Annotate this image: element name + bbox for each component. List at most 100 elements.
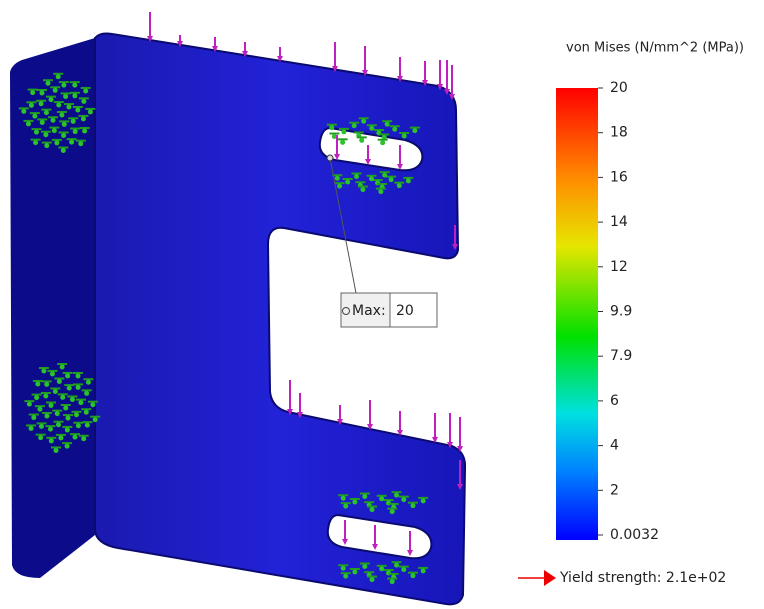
fixture-glyph <box>50 371 55 376</box>
fixture-glyph <box>56 422 61 427</box>
fixture-glyph <box>65 427 70 432</box>
fixture-glyph <box>401 497 406 502</box>
fixture-glyph <box>401 567 406 572</box>
fixture-glyph <box>352 500 357 505</box>
fixture-glyph <box>90 402 95 407</box>
simulation-view: Max: 20 von Mises (N/mm^2 (MPa)) 2018161… <box>0 0 764 609</box>
fixture-glyph <box>56 103 61 108</box>
fixture-glyph <box>51 118 56 123</box>
fixture-glyph <box>352 570 357 575</box>
fixture-glyph <box>78 141 83 146</box>
fixture-glyph <box>379 496 384 501</box>
fixture-glyph <box>394 563 399 568</box>
fixture-glyph <box>335 176 340 181</box>
fixture-glyph <box>329 125 334 130</box>
fixture-glyph <box>394 493 399 498</box>
fixture-glyph <box>76 373 81 378</box>
fixture-glyph <box>32 114 37 119</box>
fixture-glyph <box>83 88 88 93</box>
fixture-glyph <box>66 416 71 421</box>
tick-label: 0.0032 <box>610 527 659 543</box>
fixture-glyph <box>412 128 417 133</box>
fixture-glyph <box>343 504 348 509</box>
fixture-glyph <box>337 184 342 189</box>
fixture-glyph <box>69 140 74 145</box>
fixture-glyph <box>343 574 348 579</box>
page: Max: 20 von Mises (N/mm^2 (MPa)) 2018161… <box>0 0 764 609</box>
tick-label: 9.9 <box>610 304 632 320</box>
fixture-glyph <box>31 415 36 420</box>
fixture-glyph <box>82 128 87 133</box>
fixture-glyph <box>379 566 384 571</box>
fixture-glyph <box>53 88 58 93</box>
fixture-glyph <box>362 494 367 499</box>
fixture-glyph <box>410 573 415 578</box>
tick-label: 18 <box>610 125 628 141</box>
tick-label: 14 <box>610 214 628 230</box>
fixture-glyph <box>63 406 68 411</box>
fixture-glyph <box>34 130 39 135</box>
fixture-glyph <box>59 113 64 118</box>
yield-arrow-head <box>544 570 556 586</box>
fixture-glyph <box>354 174 359 179</box>
fixture-glyph <box>84 410 89 415</box>
fixture-glyph <box>93 417 98 422</box>
fixture-glyph <box>397 183 402 188</box>
fixture-glyph <box>73 129 78 134</box>
fixture-glyph <box>81 99 86 104</box>
fixture-glyph <box>72 83 77 88</box>
fixture-glyph <box>57 379 62 384</box>
fixture-glyph <box>389 177 394 182</box>
fixture-glyph <box>54 140 59 145</box>
fixture-glyph <box>38 435 43 440</box>
fixture-glyph <box>81 436 86 441</box>
fixture-glyph <box>39 91 44 96</box>
tick-label: 16 <box>610 169 628 185</box>
fixture-glyph <box>48 403 53 408</box>
fixture-glyph <box>76 385 81 390</box>
fixture-glyph <box>35 381 40 386</box>
fixture-glyph <box>44 110 49 115</box>
fixture-glyph <box>369 126 374 131</box>
fixture-glyph <box>369 176 374 181</box>
fixture-glyph <box>70 397 75 402</box>
fixture-glyph <box>55 411 60 416</box>
fixture-glyph <box>53 389 58 394</box>
fixture-glyph <box>52 128 57 133</box>
fixture-glyph <box>340 140 345 145</box>
fixture-glyph <box>370 577 375 582</box>
fixture-glyph <box>72 435 77 440</box>
fixture-glyph <box>385 122 390 127</box>
fixture-glyph <box>60 365 65 370</box>
fixture-glyph <box>61 148 66 153</box>
fixture-glyph <box>406 178 411 183</box>
tick-label: 2 <box>610 482 619 498</box>
fixture-glyph <box>40 120 45 125</box>
fixture-glyph <box>41 369 46 374</box>
fixture-glyph <box>410 503 415 508</box>
fixture-glyph <box>362 564 367 569</box>
fixture-glyph <box>43 132 48 137</box>
fixture-glyph <box>30 90 35 95</box>
probe-label: Max: <box>352 303 386 319</box>
fixture-glyph <box>62 122 67 127</box>
fixture-glyph <box>53 448 58 453</box>
fixture-glyph <box>49 97 54 102</box>
fixture-glyph <box>61 83 66 88</box>
fixture-glyph <box>86 380 91 385</box>
fixture-glyph <box>421 498 426 503</box>
fixture-glyph <box>39 424 44 429</box>
probe-value: 20 <box>396 303 414 319</box>
color-scale <box>556 88 598 540</box>
fixture-glyph <box>29 103 34 108</box>
fixture-glyph <box>58 435 63 440</box>
fixture-glyph <box>71 119 76 124</box>
probe-point <box>327 155 333 161</box>
fixture-glyph <box>37 407 42 412</box>
fixture-glyph <box>65 444 70 449</box>
fixture-glyph <box>380 140 385 145</box>
fixture-glyph <box>382 173 387 178</box>
yield-strength: Yield strength: 2.1e+02 <box>559 570 726 586</box>
fixture-glyph <box>341 129 346 134</box>
fixture-glyph <box>44 143 49 148</box>
